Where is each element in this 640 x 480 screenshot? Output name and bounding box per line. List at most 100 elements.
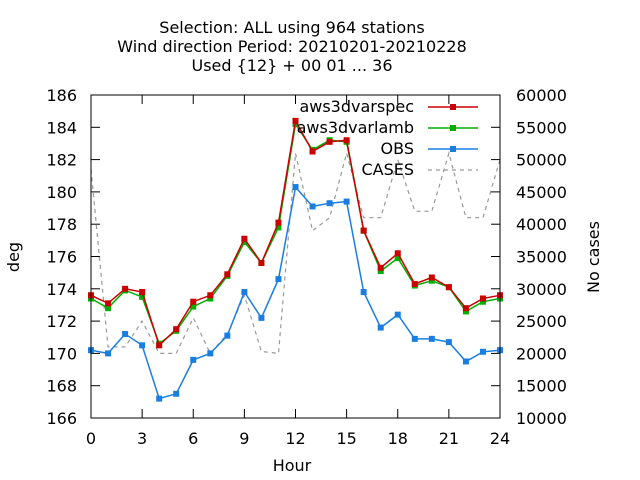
data-point-aws3dvarspec — [445, 284, 452, 291]
y2-tick-label: 25000 — [516, 312, 567, 331]
data-point-obs — [258, 314, 265, 321]
y-tick-label: 182 — [46, 151, 77, 170]
data-point-obs — [224, 332, 231, 339]
data-point-obs — [173, 390, 180, 397]
data-point-aws3dvarlamb — [394, 255, 401, 262]
legend-label-cases: CASES — [361, 160, 414, 179]
legend-marker-aws3dvarlamb — [450, 125, 456, 131]
data-point-obs — [275, 276, 282, 283]
x-tick-label: 3 — [137, 429, 147, 448]
data-point-aws3dvarlamb — [377, 268, 384, 275]
x-tick-label: 15 — [336, 429, 356, 448]
data-point-obs — [122, 331, 129, 338]
y2-tick-label: 35000 — [516, 248, 567, 267]
y2-tick-label: 60000 — [516, 86, 567, 105]
data-point-aws3dvarspec — [394, 250, 401, 257]
y2-tick-label: 50000 — [516, 151, 567, 170]
data-point-obs — [292, 184, 299, 191]
data-point-obs — [241, 289, 248, 296]
y-tick-label: 170 — [46, 344, 77, 363]
data-point-aws3dvarlamb — [275, 224, 282, 231]
data-point-obs — [190, 356, 197, 363]
y2-tick-label: 10000 — [516, 409, 567, 428]
legend-label-aws3dvarlamb: aws3dvarlamb — [297, 118, 414, 137]
data-point-aws3dvarspec — [105, 300, 112, 307]
y2-tick-label: 45000 — [516, 183, 567, 202]
data-point-aws3dvarspec — [190, 298, 197, 305]
y2-axis-label: No cases — [584, 221, 603, 293]
y-tick-label: 180 — [46, 183, 77, 202]
x-tick-label: 18 — [388, 429, 408, 448]
data-point-aws3dvarspec — [173, 326, 180, 333]
data-point-aws3dvarspec — [343, 137, 350, 144]
data-point-aws3dvarspec — [479, 295, 486, 302]
data-point-obs — [377, 324, 384, 331]
data-point-aws3dvarspec — [428, 274, 435, 281]
y-tick-label: 184 — [46, 118, 77, 137]
x-tick-label: 24 — [490, 429, 510, 448]
data-point-obs — [309, 203, 316, 210]
axis-ticks: 0 3 6 9 12 15 18 21 24 166 168 170 172 174 176 178 180 18… — [46, 86, 566, 448]
data-point-aws3dvarspec — [309, 148, 316, 155]
data-point-obs — [207, 350, 214, 357]
data-point-obs — [360, 289, 367, 296]
y-tick-label: 178 — [46, 215, 77, 234]
legend-marker-obs — [450, 146, 456, 152]
chart-title-line-2: Wind direction Period: 20210201-20210228 — [117, 37, 467, 56]
x-tick-label: 12 — [285, 429, 305, 448]
x-tick-label: 0 — [86, 429, 96, 448]
data-point-aws3dvarlamb — [190, 303, 197, 310]
data-point-obs — [105, 350, 112, 357]
legend-label-aws3dvarspec: aws3dvarspec — [299, 97, 414, 116]
data-point-aws3dvarspec — [122, 285, 129, 292]
data-point-obs — [326, 200, 333, 207]
data-point-obs — [479, 348, 486, 355]
data-point-aws3dvarlamb — [105, 305, 112, 312]
y-tick-label: 172 — [46, 312, 77, 331]
x-axis-label: Hour — [273, 456, 312, 475]
data-point-aws3dvarspec — [224, 271, 231, 278]
data-point-obs — [394, 311, 401, 318]
data-point-aws3dvarspec — [275, 219, 282, 226]
chart-title-line-1: Selection: ALL using 964 stations — [159, 18, 424, 37]
data-point-aws3dvarspec — [139, 289, 146, 296]
y-tick-label: 176 — [46, 248, 77, 267]
legend-label-obs: OBS — [381, 139, 414, 158]
plot-frame — [90, 94, 501, 419]
data-point-obs — [343, 198, 350, 205]
data-point-aws3dvarspec — [360, 227, 367, 234]
data-point-aws3dvarspec — [377, 264, 384, 271]
x-tick-label: 6 — [188, 429, 198, 448]
legend: aws3dvarspec aws3dvarlamb OBS CASES — [297, 97, 478, 179]
data-point-aws3dvarlamb — [479, 298, 486, 305]
data-point-obs — [428, 335, 435, 342]
y-axis-label: deg — [4, 242, 23, 272]
data-point-aws3dvarspec — [292, 117, 299, 124]
data-point-aws3dvarlamb — [462, 308, 469, 315]
y2-tick-label: 15000 — [516, 377, 567, 396]
data-point-obs — [139, 342, 146, 349]
x-tick-label: 9 — [239, 429, 249, 448]
y-tick-label: 166 — [46, 409, 77, 428]
y2-tick-label: 20000 — [516, 344, 567, 363]
chart-title-line-3: Used {12} + 00 01 ... 36 — [191, 56, 392, 75]
data-point-aws3dvarlamb — [241, 238, 248, 245]
plot-series — [88, 117, 503, 402]
y-tick-label: 186 — [46, 86, 77, 105]
data-point-obs — [445, 339, 452, 346]
y-tick-label: 174 — [46, 280, 77, 299]
data-point-obs — [156, 395, 163, 402]
data-point-obs — [411, 335, 418, 342]
data-point-aws3dvarlamb — [139, 293, 146, 300]
data-point-aws3dvarspec — [462, 305, 469, 312]
y2-tick-label: 30000 — [516, 280, 567, 299]
data-point-aws3dvarspec — [326, 138, 333, 145]
data-point-aws3dvarlamb — [428, 277, 435, 284]
series-line-obs — [90, 185, 501, 400]
data-point-aws3dvarspec — [411, 280, 418, 287]
data-point-aws3dvarspec — [258, 259, 265, 266]
data-point-aws3dvarspec — [156, 342, 163, 349]
data-point-aws3dvarspec — [207, 292, 214, 299]
data-point-obs — [462, 358, 469, 365]
